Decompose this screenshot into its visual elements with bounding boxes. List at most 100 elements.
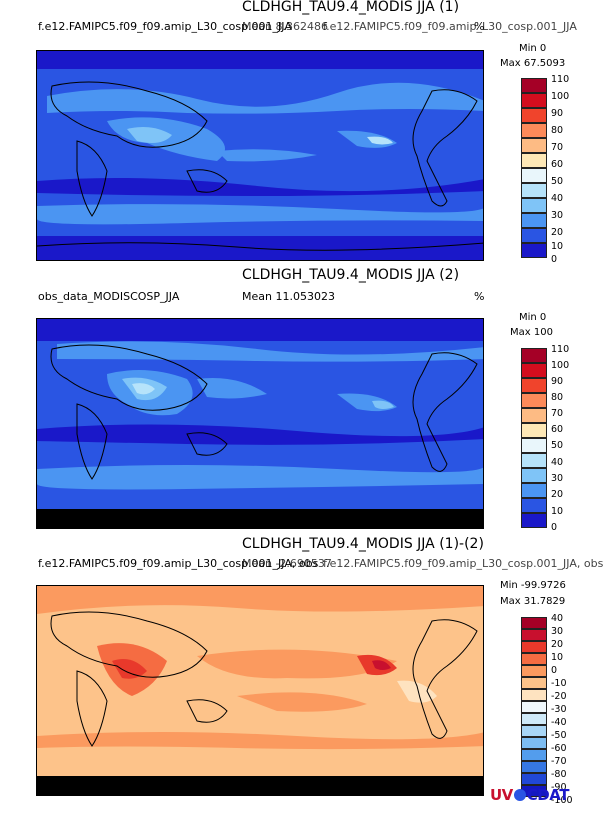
panel1-overlap-label: f.e12.FAMIPC5.f09_f09.amip_L30_cosp.001_… — [323, 20, 577, 33]
globe-icon — [513, 789, 526, 801]
panel1-cb-label: 70 — [551, 142, 564, 153]
panel2-cb-label: 20 — [551, 489, 564, 500]
panel1-cb-label: 100 — [551, 91, 570, 102]
panel3-cb-label: 30 — [551, 626, 564, 637]
panel2-swatch — [521, 453, 547, 468]
panel1-swatch — [521, 138, 547, 153]
panel2-min: Min 0 — [519, 312, 547, 323]
panel3-mean-label: Mean -2.690537 — [242, 557, 332, 570]
panel2-max: Max 100 — [510, 327, 553, 338]
panel2-swatch — [521, 363, 547, 378]
panel3-cb-label: -50 — [551, 730, 567, 741]
panel1-mean-label: Mean 8.362486 — [242, 20, 328, 33]
panel1-swatch — [521, 123, 547, 138]
panel2-cb-label: 80 — [551, 392, 564, 403]
panel1-units: % — [474, 20, 485, 33]
panel3-cb-label: -20 — [551, 691, 567, 702]
panel1-cb-label: 0 — [551, 254, 558, 265]
panel1-swatch — [521, 198, 547, 213]
panel1-swatch — [521, 183, 547, 198]
panel3-swatch — [521, 665, 547, 677]
panel2-swatch — [521, 348, 547, 363]
panel1-swatch — [521, 228, 547, 243]
panel1-title: CLDHGH_TAU9.4_MODIS JJA (1) — [242, 0, 460, 15]
panel3-cb-label: -60 — [551, 743, 567, 754]
panel2-swatch — [521, 393, 547, 408]
panel1-max: Max 67.5093 — [500, 58, 566, 69]
panel1-cb-label: 10 — [551, 241, 564, 252]
panel2-cb-label: 110 — [551, 344, 570, 355]
panel2-cb-label: 0 — [551, 522, 558, 533]
panel2-swatch — [521, 438, 547, 453]
panel1-cb-label: 50 — [551, 176, 564, 187]
panel1-min: Min 0 — [519, 43, 547, 54]
panel3-swatch — [521, 725, 547, 737]
panel3-swatch — [521, 677, 547, 689]
panel2-mean-label: Mean 11.053023 — [242, 290, 335, 303]
panel2-cb-label: 10 — [551, 506, 564, 517]
panel1-cb-label: 60 — [551, 159, 564, 170]
panel3-cb-label: 40 — [551, 613, 564, 624]
panel1-cb-label: 80 — [551, 125, 564, 136]
panel1-cb-label: 40 — [551, 193, 564, 204]
panel3-cb-label: -90 — [551, 782, 567, 793]
panel2-cb-label: 60 — [551, 424, 564, 435]
panel3-cb-label: 10 — [551, 652, 564, 663]
panel2-swatch — [521, 483, 547, 498]
panel2-cb-label: 40 — [551, 457, 564, 468]
panel3-cb-label: -40 — [551, 717, 567, 728]
panel1-swatch — [521, 243, 547, 258]
panel1-swatch — [521, 108, 547, 123]
panel1-swatch — [521, 93, 547, 108]
panel2-swatch — [521, 513, 547, 528]
panel1-swatch — [521, 78, 547, 93]
panel3-swatch — [521, 737, 547, 749]
panel1-dataset-label: f.e12.FAMIPC5.f09_f09.amip_L30_cosp.001_… — [38, 20, 292, 33]
panel3-swatch — [521, 641, 547, 653]
panel1-map — [36, 50, 484, 261]
panel2-map — [36, 318, 484, 529]
panel1-cb-label: 30 — [551, 210, 564, 221]
panel1-cb-label: 20 — [551, 227, 564, 238]
panel3-swatch — [521, 689, 547, 701]
panel3-title: CLDHGH_TAU9.4_MODIS JJA (1)-(2) — [242, 536, 484, 552]
panel2-cb-label: 100 — [551, 360, 570, 371]
panel3-min: Min -99.9726 — [500, 580, 566, 591]
panel1-cb-label: 110 — [551, 74, 570, 85]
panel2-cb-label: 30 — [551, 473, 564, 484]
panel3-overlap-label: f.e12.FAMIPC5.f09_f09.amip_L30_cosp.001_… — [323, 557, 604, 570]
panel3-cb-label: -70 — [551, 756, 567, 767]
panel3-cb-label: 0 — [551, 665, 558, 676]
panel3-map — [36, 585, 484, 796]
panel2-dataset-label: obs_data_MODISCOSP_JJA — [38, 290, 180, 303]
panel3-cb-label: -80 — [551, 769, 567, 780]
panel2-title: CLDHGH_TAU9.4_MODIS JJA (2) — [242, 267, 460, 283]
panel2-cb-label: 50 — [551, 440, 564, 451]
panel2-cb-label: 70 — [551, 408, 564, 419]
panel3-cb-label: -10 — [551, 678, 567, 689]
panel1-swatch — [521, 153, 547, 168]
panel3-dataset-label: f.e12.FAMIPC5.f09_f09.amip_L30_cosp.001_… — [38, 557, 319, 570]
panel1-cb-label: 90 — [551, 108, 564, 119]
panel3-swatch — [521, 749, 547, 761]
panel3-swatch — [521, 773, 547, 785]
panel2-swatch — [521, 468, 547, 483]
panel3-cb-label: -100 — [551, 795, 573, 806]
panel3-swatch — [521, 701, 547, 713]
uvcdat-logo: UV CDAT — [490, 786, 569, 804]
panel2-swatch — [521, 423, 547, 438]
panel3-max: Max 31.7829 — [500, 596, 566, 607]
panel1-swatch — [521, 213, 547, 228]
panel3-cb-label: 20 — [551, 639, 564, 650]
panel3-swatch — [521, 629, 547, 641]
panel3-swatch — [521, 713, 547, 725]
panel2-cb-label: 90 — [551, 376, 564, 387]
panel2-swatch — [521, 498, 547, 513]
panel1-swatch — [521, 168, 547, 183]
panel3-swatch — [521, 617, 547, 629]
panel3-cb-label: -30 — [551, 704, 567, 715]
panel2-swatch — [521, 408, 547, 423]
logo-text-part2: CDAT — [526, 786, 570, 804]
panel3-swatch — [521, 761, 547, 773]
logo-text-part1: UV — [490, 786, 513, 804]
